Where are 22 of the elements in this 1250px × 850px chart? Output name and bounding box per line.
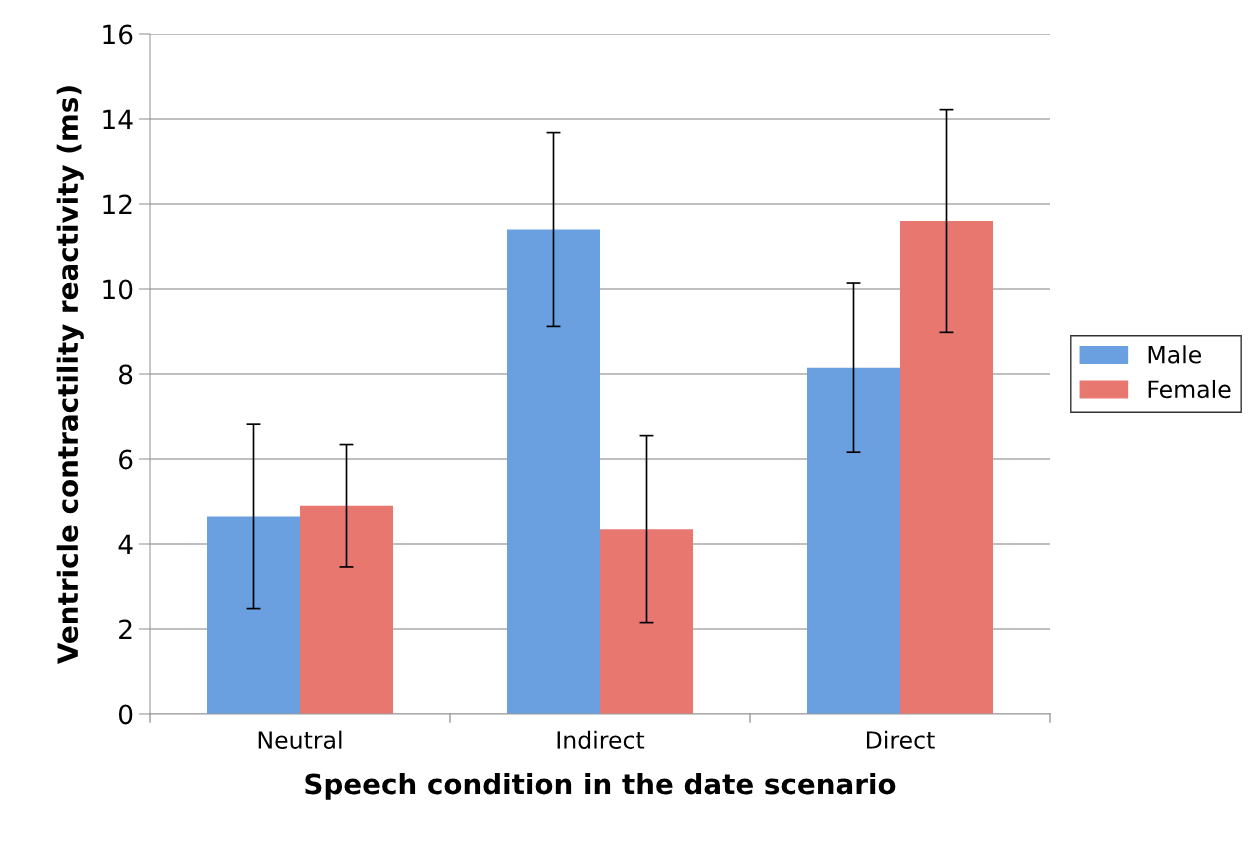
y-tick-label: 14 [103, 109, 133, 130]
x-tick-label: Indirect [557, 730, 645, 749]
y-tick-label: 12 [103, 194, 132, 215]
y-tick-label: 0 [118, 704, 133, 725]
x-tick-label: Neutral [258, 730, 342, 749]
bar [300, 505, 393, 714]
bar [900, 221, 993, 714]
x-tick-label: Direct [866, 730, 935, 749]
bar [207, 516, 300, 714]
y-tick-label: 6 [119, 449, 133, 470]
y-tick-label: 2 [119, 619, 132, 640]
bar [807, 367, 900, 714]
y-tick-label: 8 [119, 364, 133, 385]
legend-label: Female [1148, 379, 1231, 399]
y-tick-label: 10 [103, 279, 133, 300]
bar [600, 529, 693, 714]
legend-label: Male [1148, 345, 1202, 364]
bar [507, 229, 600, 714]
y-tick-label: 4 [118, 534, 133, 555]
y-axis-title: Ventricle contractility reactivity (ms) [56, 86, 84, 664]
x-axis-title: Speech condition in the date scenario [305, 772, 896, 800]
y-tick-label: 16 [103, 24, 133, 45]
